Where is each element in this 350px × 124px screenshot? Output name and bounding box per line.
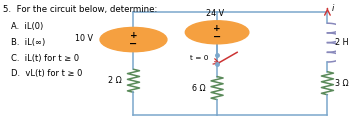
Text: −: −	[130, 39, 138, 49]
Text: B.  iL(∞): B. iL(∞)	[12, 38, 46, 47]
Text: −: −	[213, 32, 221, 42]
Text: 5.  For the circuit below, determine:: 5. For the circuit below, determine:	[3, 5, 158, 14]
Text: i: i	[332, 4, 334, 13]
Text: 10 V: 10 V	[75, 34, 93, 43]
Text: t = 0: t = 0	[190, 55, 209, 61]
Text: D.  vL(t) for t ≥ 0: D. vL(t) for t ≥ 0	[12, 69, 83, 78]
Text: C.  iL(t) for t ≥ 0: C. iL(t) for t ≥ 0	[12, 54, 79, 62]
Text: +: +	[213, 24, 221, 33]
Text: 24 V: 24 V	[206, 9, 224, 18]
Circle shape	[185, 21, 249, 44]
Text: 2 H: 2 H	[335, 38, 348, 47]
Text: 2 Ω: 2 Ω	[108, 76, 122, 85]
Text: 3 Ω: 3 Ω	[335, 79, 348, 88]
Circle shape	[100, 27, 167, 52]
Text: +: +	[130, 31, 137, 40]
Text: A.  iL(0): A. iL(0)	[12, 22, 44, 31]
Text: 6 Ω: 6 Ω	[192, 84, 205, 93]
